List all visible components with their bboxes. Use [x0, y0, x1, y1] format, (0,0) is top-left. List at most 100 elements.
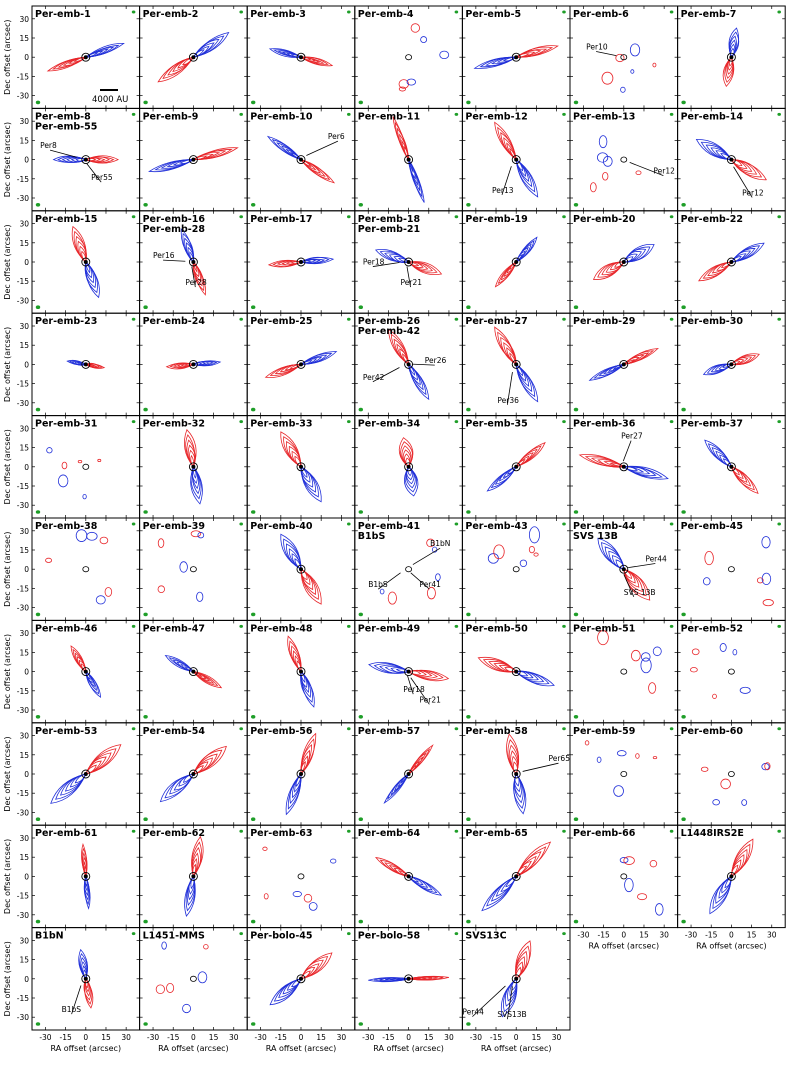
y-tick-label: 15 [19, 341, 29, 350]
panel-per-emb-6: Per-emb-6 Per10 [569, 5, 679, 109]
panel-title: Per-emb-8 [35, 111, 91, 122]
y-tick-label: -15 [17, 892, 29, 901]
y-tick-label: -30 [17, 706, 29, 715]
panel-contours [387, 328, 430, 401]
panel-contours [398, 23, 450, 92]
beam-ellipse [573, 407, 579, 412]
panel-title: Per-emb-54 [143, 726, 206, 737]
panel-title: Per-emb-16 [143, 214, 206, 225]
beam-ellipse [239, 829, 243, 833]
source-label: Per8 [40, 141, 57, 150]
panel-per-emb-61: Per-emb-61 30 15 0 -15 -30 Dec offset (arcsec) [3, 824, 141, 929]
beam-ellipse [143, 510, 148, 514]
red-contour [77, 459, 83, 464]
blue-lobe [300, 670, 313, 703]
red-lobe [85, 764, 97, 775]
panel-contours [45, 529, 113, 605]
blue-lobe [192, 362, 203, 366]
beam-ellipse [358, 817, 363, 821]
red-lobe [300, 568, 314, 591]
panel-title: Per-emb-21 [358, 224, 420, 235]
blue-lobe [513, 773, 525, 809]
panel-title: Per-emb-36 [573, 419, 636, 430]
y-tick-label: 30 [19, 936, 29, 945]
blue-lobe [711, 447, 733, 468]
blue-lobe [705, 144, 733, 161]
beam-ellipse [239, 112, 243, 116]
continuum-contour [296, 52, 306, 62]
y-tick-label: -15 [17, 789, 29, 798]
panel-title: Per-emb-35 [465, 419, 527, 430]
y-tick-label: 30 [19, 527, 29, 536]
blue-lobe [722, 458, 732, 468]
beam-ellipse [347, 112, 351, 116]
label-pointer [86, 163, 102, 183]
panel-contours [690, 643, 751, 699]
red-contour [157, 585, 165, 594]
beam-ellipse [669, 10, 674, 14]
panel-per-emb-37: Per-emb-37 [677, 415, 786, 519]
red-contour [597, 630, 609, 646]
blue-lobe [85, 670, 91, 681]
beam-ellipse [573, 715, 579, 719]
continuum-contour [620, 873, 628, 880]
beam-ellipse [239, 215, 243, 219]
beam-ellipse [466, 919, 471, 924]
beam-ellipse [681, 100, 686, 105]
panel-title: Per-emb-31 [35, 419, 97, 430]
continuum-contour [404, 257, 414, 267]
blue-lobe [515, 243, 532, 263]
blue-lobe [164, 654, 195, 673]
panel-per-emb-43: Per-emb-43 [461, 517, 571, 621]
panel-contours [601, 43, 657, 93]
panel-contours [695, 139, 768, 181]
beam-ellipse [358, 407, 363, 412]
label-pointer [407, 675, 414, 695]
beam-ellipse [562, 215, 566, 219]
y-axis-label: Dec offset (arcsec) [3, 327, 12, 402]
continuum-contour [511, 974, 521, 984]
protostar-marker [514, 362, 519, 367]
continuum-contour [81, 155, 91, 165]
x-tick-label: 15 [316, 1033, 326, 1042]
x-tick-label: 15 [424, 1033, 434, 1042]
beam-ellipse [239, 420, 243, 424]
red-lobe [290, 261, 303, 264]
blue-lobe [730, 47, 735, 58]
panel-contours [280, 431, 322, 503]
panel-contours [184, 835, 204, 917]
blue-contour [330, 858, 337, 864]
beam-ellipse [454, 317, 459, 321]
y-axis-label: Dec offset (arcsec) [3, 839, 12, 914]
red-lobe [193, 671, 203, 678]
blue-lobe [390, 667, 410, 674]
source-label: Per27 [621, 432, 643, 441]
red-contour [691, 648, 700, 656]
blue-contour [719, 643, 727, 652]
beam-ellipse [669, 317, 674, 321]
protostar-marker [406, 874, 411, 879]
continuum-contour [188, 52, 198, 62]
y-tick-label: -30 [17, 911, 29, 920]
y-tick-label: 0 [24, 156, 29, 165]
protostar-marker [514, 55, 519, 60]
blue-contour [702, 577, 711, 586]
red-lobe [393, 867, 410, 877]
beam-ellipse [454, 215, 459, 219]
panel-per-emb-19: Per-emb-19 [461, 210, 571, 314]
red-lobe [80, 663, 87, 673]
blue-lobe [622, 465, 669, 480]
blue-contour [620, 86, 626, 93]
panel-title: Per-emb-38 [35, 521, 98, 532]
beam-ellipse [681, 407, 686, 412]
label-pointer [623, 574, 635, 597]
panel-title: Per-emb-7 [681, 9, 737, 20]
x-tick-label: -15 [60, 1033, 72, 1042]
continuum-contour [511, 52, 521, 62]
beam-ellipse [251, 612, 256, 617]
panel-title: Per-emb-14 [681, 111, 744, 122]
y-tick-label: 30 [19, 629, 29, 638]
panel-contours [592, 244, 655, 280]
beam-ellipse [777, 112, 781, 116]
